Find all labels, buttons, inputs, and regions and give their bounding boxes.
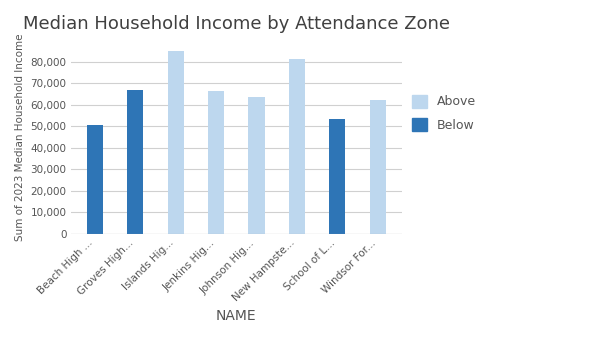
Bar bbox=[167, 51, 184, 234]
Bar bbox=[329, 119, 346, 234]
Bar bbox=[208, 91, 224, 234]
Bar bbox=[289, 59, 305, 234]
Legend: Above, Below: Above, Below bbox=[412, 95, 476, 132]
Bar bbox=[370, 100, 386, 234]
Bar bbox=[87, 125, 103, 234]
Y-axis label: Sum of 2023 Median Household Income: Sum of 2023 Median Household Income bbox=[15, 33, 25, 241]
Bar bbox=[127, 90, 143, 234]
Title: Median Household Income by Attendance Zone: Median Household Income by Attendance Zo… bbox=[23, 15, 450, 33]
X-axis label: NAME: NAME bbox=[216, 309, 257, 323]
Bar bbox=[248, 97, 265, 234]
